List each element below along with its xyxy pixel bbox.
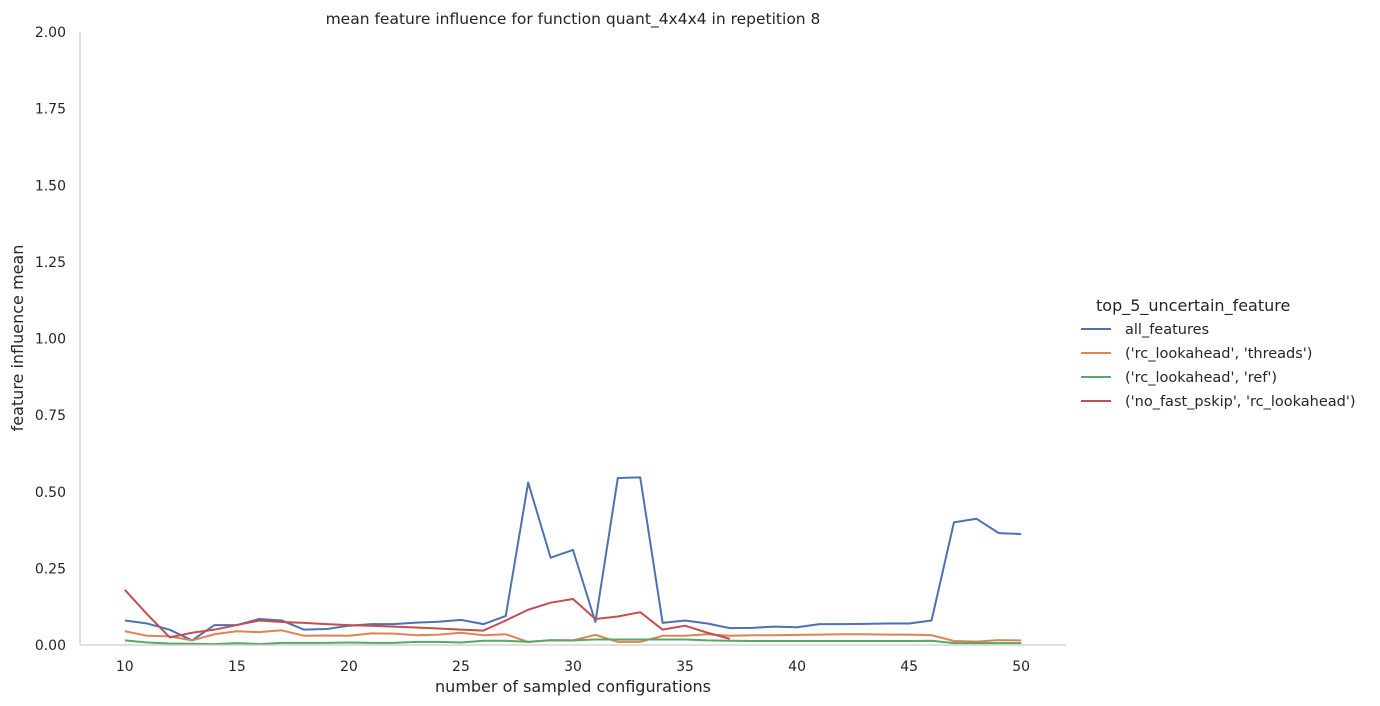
x-tick-label: 30 [564,659,582,675]
y-tick-label: 0.50 [35,485,66,501]
x-tick-label: 45 [900,659,918,675]
x-tick-label: 10 [116,659,134,675]
y-tick-label: 1.00 [35,332,66,348]
x-axis-label: number of sampled configurations [435,677,711,696]
y-tick-label: 0.25 [35,561,66,577]
legend-label-1: ('rc_lookahead', 'threads') [1125,346,1312,362]
chart-title: mean feature influence for function quan… [326,10,821,29]
x-tick-label: 20 [340,659,358,675]
legend: top_5_uncertain_feature all_features ('rc… [1081,296,1356,410]
series-line-2 [124,638,1022,646]
x-tick-label: 15 [228,659,246,675]
legend-label-0: all_features [1125,322,1209,338]
series-layer [124,476,1022,646]
y-tick-label: 0.00 [35,638,66,654]
y-tick-label: 1.25 [35,255,66,271]
x-tick-label: 50 [1012,659,1030,675]
y-tick-label: 2.00 [35,25,66,41]
y-tick-label: 1.50 [35,178,66,194]
legend-title: top_5_uncertain_feature [1096,296,1290,316]
y-axis-label: feature influence mean [8,245,27,432]
legend-label-2: ('rc_lookahead', 'ref') [1125,370,1277,386]
y-tick-labels: 0.00 0.25 0.50 0.75 1.00 1.25 1.50 1.75 2.00 [35,25,66,654]
y-tick-label: 0.75 [35,408,66,424]
x-tick-label: 25 [452,659,470,675]
series-line-0 [124,476,1022,642]
legend-label-3: ('no_fast_pskip', 'rc_lookahead') [1125,394,1356,410]
x-tick-label: 35 [676,659,694,675]
y-tick-label: 1.75 [35,102,66,118]
series-line-3 [124,589,731,640]
x-tick-label: 40 [788,659,806,675]
x-tick-labels: 10 15 20 25 30 35 40 45 50 [116,659,1030,675]
